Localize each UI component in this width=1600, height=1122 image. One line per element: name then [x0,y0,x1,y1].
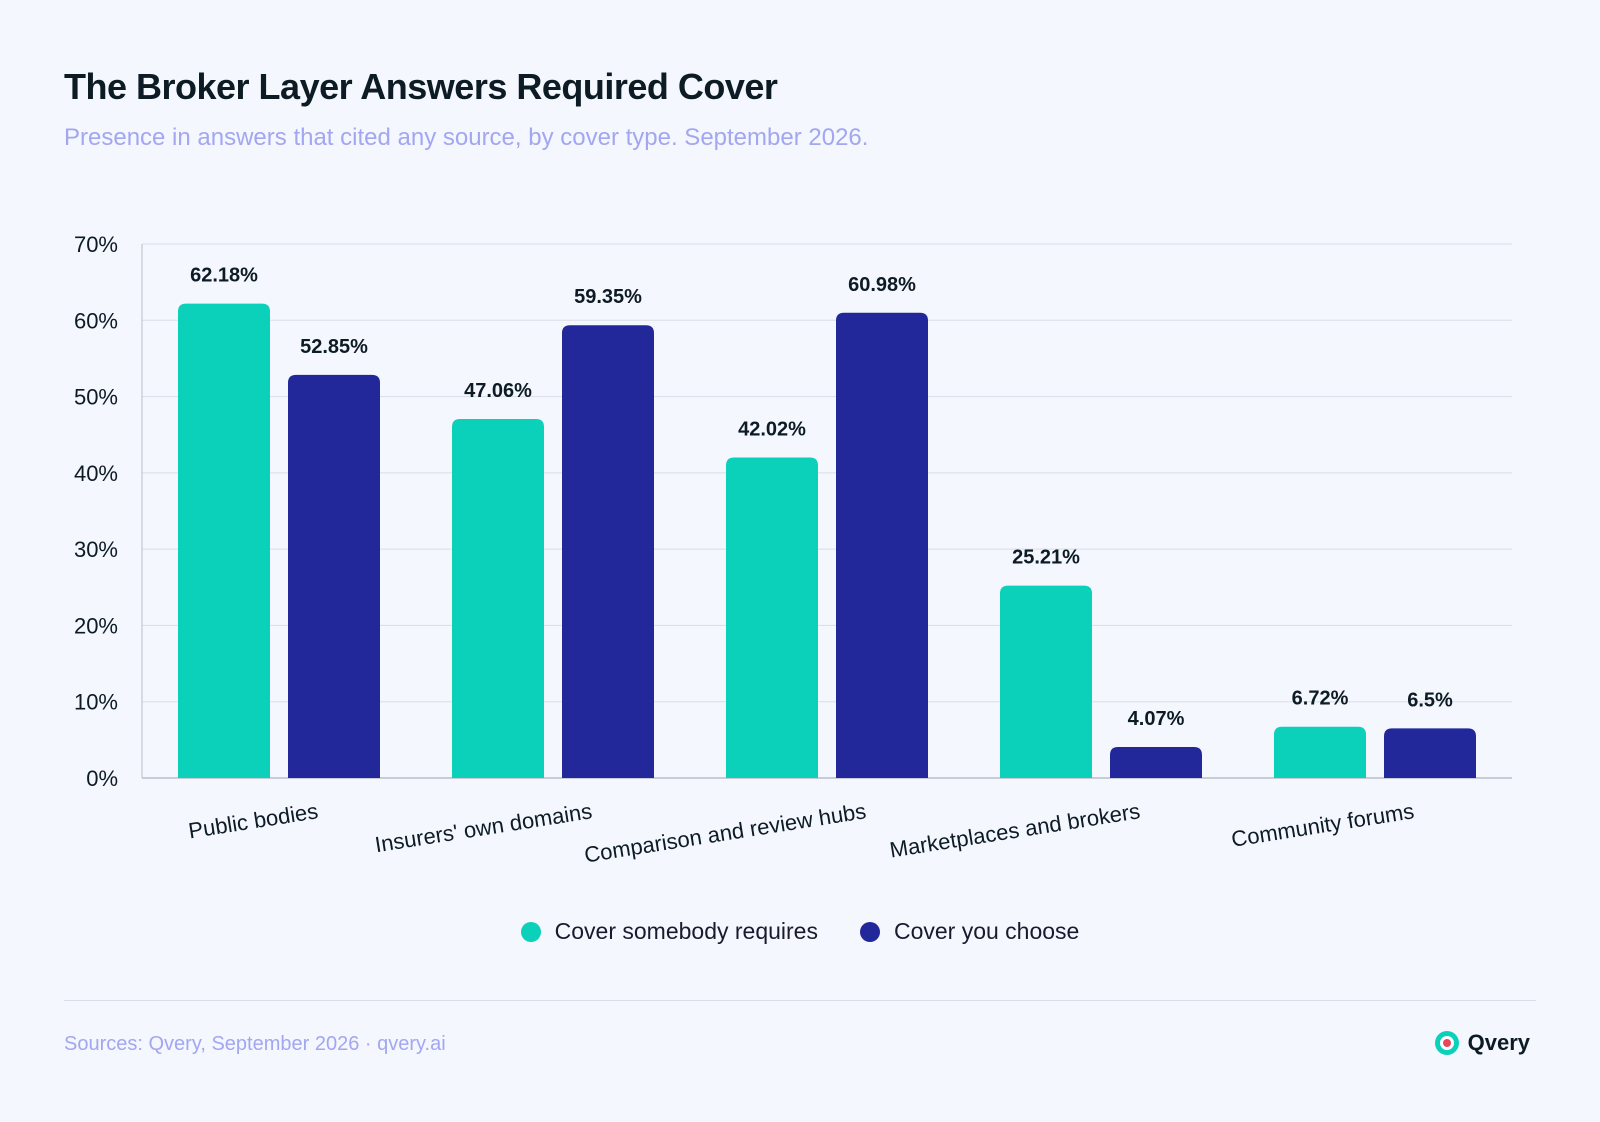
legend-label-series-a: Cover somebody requires [554,918,818,944]
x-category-label: Comparison and review hubs [582,798,867,867]
footer-divider [64,1000,1536,1001]
data-label: 52.85% [300,336,368,358]
source-note: Sources: Qvery, September 2026 · qvery.a… [64,1033,446,1055]
data-label: 6.72% [1292,688,1349,710]
y-tick-label: 50% [74,385,118,410]
data-label: 25.21% [1012,547,1080,569]
y-tick-label: 60% [74,308,118,333]
y-tick-label: 30% [74,537,118,562]
legend-item-series-b: Cover you choose [859,918,1080,945]
y-tick-label: 40% [74,461,118,486]
bar [1000,585,1092,778]
bar [1274,726,1366,778]
legend-swatch-series-b [859,921,880,942]
data-label: 42.02% [738,418,806,440]
bar [726,457,818,778]
x-category-label: Community forums [1230,798,1416,852]
x-category-label: Public bodies [187,798,320,843]
qvery-logo-icon [1434,1031,1459,1055]
data-label: 47.06% [464,380,532,402]
legend-swatch-series-a [520,921,541,942]
y-tick-label: 0% [86,766,118,791]
data-label: 60.98% [848,274,916,296]
bar [1110,746,1202,778]
bar [1384,728,1476,778]
bar [288,374,380,778]
bar [178,303,270,778]
chart-legend: Cover somebody requires Cover you choose [0,918,1600,945]
bar [562,325,654,778]
brand-logo: Qvery [1434,1030,1530,1056]
data-label: 4.07% [1128,708,1185,730]
data-label: 59.35% [574,286,642,308]
brand-name: Qvery [1467,1030,1530,1055]
bar [836,312,928,778]
x-category-label: Insurers' own domains [373,798,594,857]
legend-item-series-a: Cover somebody requires [520,918,818,945]
y-tick-label: 10% [74,690,118,715]
chart-subtitle: Presence in answers that cited any sourc… [64,124,869,151]
data-label: 6.5% [1407,689,1453,711]
y-tick-label: 70% [74,232,118,257]
bar [452,418,544,778]
legend-label-series-b: Cover you choose [893,918,1080,944]
y-tick-label: 20% [74,613,118,638]
x-category-label: Marketplaces and brokers [888,798,1142,862]
chart-title: The Broker Layer Answers Required Cover [64,66,778,107]
bar-chart: 0% 10% 20% 30% 40% 50% 60% 70% 62.18% 52.85% Publi… [74,232,1512,868]
data-label: 62.18% [190,265,258,287]
